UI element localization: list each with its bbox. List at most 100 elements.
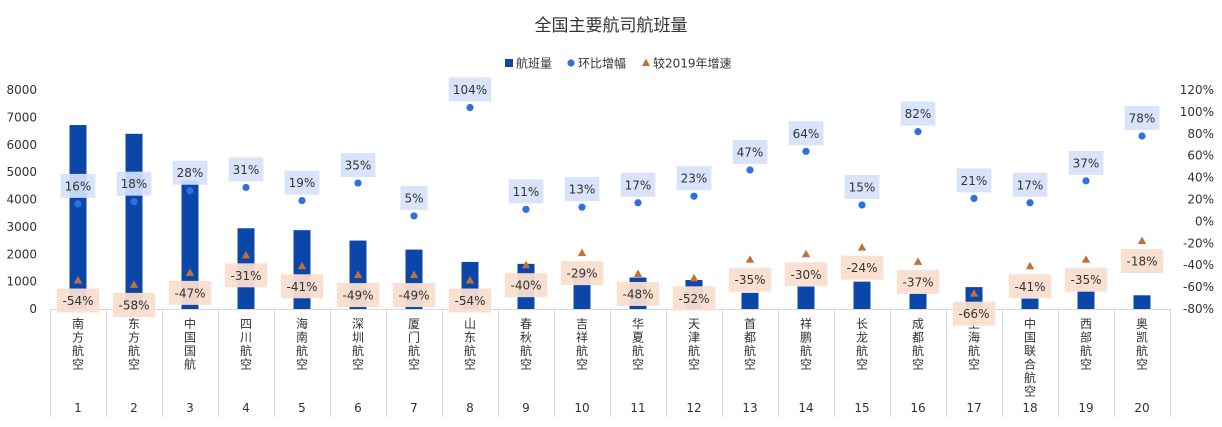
ring-growth-marker: [802, 147, 810, 155]
right-axis-tick-label: -60%: [1183, 280, 1214, 294]
ring-growth-label: 15%: [849, 180, 876, 194]
ring-growth-marker: [354, 179, 362, 187]
yoy-2019-marker: [409, 270, 419, 279]
yoy-2019-label-bg: [952, 301, 996, 326]
rank-label: 14: [798, 401, 813, 415]
yoy-2019-label: -41%: [1014, 280, 1045, 294]
ring-growth-marker: [1082, 177, 1090, 185]
yoy-2019-marker: [577, 248, 587, 257]
yoy-2019-marker: [297, 261, 307, 270]
right-axis-tick-label: 100%: [1180, 105, 1214, 119]
yoy-2019-label: -52%: [678, 292, 709, 306]
category-label: 海南航空: [296, 316, 308, 372]
yoy-2019-marker: [857, 243, 867, 251]
yoy-2019-label: -31%: [230, 269, 261, 283]
yoy-2019-marker: [521, 260, 531, 269]
ring-growth-marker: [522, 205, 530, 213]
left-axis-tick-label: 0: [29, 302, 37, 316]
yoy-2019-label: -37%: [902, 275, 933, 289]
ring-growth-label-bg: [448, 77, 492, 102]
ring-growth-label: 19%: [289, 176, 316, 190]
ring-growth-label: 17%: [625, 178, 652, 192]
ring-growth-marker: [970, 194, 978, 203]
ring-growth-label-bg: [620, 172, 656, 197]
left-axis-tick-label: 8000: [6, 83, 37, 97]
ring-growth-label: 23%: [681, 172, 708, 186]
yoy-2019-label-bg: [1120, 249, 1164, 274]
legend-circle-swatch: [567, 59, 575, 67]
category-label: 西部航空: [1080, 317, 1092, 372]
right-axis-tick-label: 80%: [1187, 127, 1214, 141]
ring-growth-label: 37%: [1073, 156, 1100, 170]
yoy-2019-label: -54%: [62, 294, 93, 308]
ring-growth-label: 47%: [737, 145, 764, 159]
rank-label: 11: [630, 401, 645, 415]
yoy-2019-label: -30%: [790, 268, 821, 282]
rank-label: 6: [354, 401, 362, 415]
ring-growth-label: 21%: [961, 174, 988, 188]
yoy-2019-label-bg: [840, 255, 884, 280]
rank-label: 5: [298, 401, 306, 415]
category-label: 山东航空: [464, 317, 476, 372]
rank-label: 7: [410, 401, 418, 415]
ring-growth-label-bg: [1012, 172, 1048, 197]
ring-growth-label-bg: [956, 168, 992, 193]
chart-title: 全国主要航司航班量: [535, 16, 688, 36]
bar: [909, 293, 927, 309]
left-axis-tick-label: 1000: [6, 275, 37, 289]
ring-growth-label: 13%: [569, 183, 596, 197]
ring-growth-marker: [1026, 199, 1034, 207]
ring-growth-label-bg: [172, 160, 208, 185]
right-axis-tick-label: -80%: [1183, 302, 1214, 316]
ring-growth-marker: [410, 212, 418, 220]
rank-label: 2: [130, 401, 138, 415]
yoy-2019-marker: [185, 268, 195, 276]
ring-growth-label: 82%: [905, 107, 932, 121]
rank-label: 18: [1022, 401, 1037, 415]
ring-growth-label-bg: [844, 174, 880, 199]
yoy-2019-label-bg: [728, 267, 772, 292]
yoy-2019-label: -18%: [1126, 255, 1157, 269]
ring-growth-label: 28%: [177, 166, 204, 180]
ring-growth-marker: [858, 201, 866, 209]
rank-label: 19: [1078, 401, 1093, 415]
yoy-2019-marker: [689, 273, 699, 282]
ring-growth-label-bg: [564, 177, 600, 202]
legend: 航班量 环比增幅 较2019年增速: [505, 56, 732, 71]
category-label: 四川航空: [240, 317, 252, 372]
yoy-2019-marker: [73, 276, 83, 284]
left-axis-tick-label: 7000: [6, 110, 37, 124]
ring-growth-label-bg: [228, 157, 264, 182]
left-axis-tick-label: 4000: [6, 193, 37, 207]
rank-label: 4: [242, 401, 250, 415]
yoy-2019-label: -35%: [734, 273, 765, 287]
yoy-2019-marker: [241, 250, 251, 259]
category-label: 中国联合航空: [1024, 316, 1036, 399]
rank-label: 13: [742, 401, 757, 415]
ring-growth-marker: [242, 183, 250, 192]
ring-growth-label: 16%: [65, 179, 92, 193]
right-axis-tick-label: 60%: [1187, 149, 1214, 163]
ring-growth-marker: [186, 187, 194, 195]
rank-label: 17: [966, 401, 981, 415]
bar: [1077, 291, 1095, 309]
right-axis-tick-label: -20%: [1183, 236, 1214, 250]
legend-label: 较2019年增速: [653, 56, 732, 71]
category-label: 春秋航空: [520, 317, 532, 372]
ring-growth-label-bg: [900, 101, 936, 126]
yoy-2019-label-bg: [616, 281, 660, 306]
yoy-2019-marker: [465, 276, 475, 284]
right-axis-tick-label: 40%: [1187, 171, 1214, 185]
ring-growth-label: 64%: [793, 127, 820, 141]
marker-series: [73, 103, 1147, 297]
yoy-2019-label-bg: [168, 280, 212, 305]
ring-growth-label: 17%: [1017, 178, 1044, 192]
yoy-2019-label: -40%: [510, 279, 541, 293]
yoy-2019-marker: [801, 249, 811, 258]
category-label: 南方航空: [72, 316, 84, 372]
category-label: 首都航空: [744, 317, 756, 372]
ring-growth-label-bg: [788, 121, 824, 146]
ring-growth-marker: [130, 198, 138, 206]
ring-growth-label-bg: [60, 173, 96, 198]
yoy-2019-label-bg: [112, 292, 156, 317]
